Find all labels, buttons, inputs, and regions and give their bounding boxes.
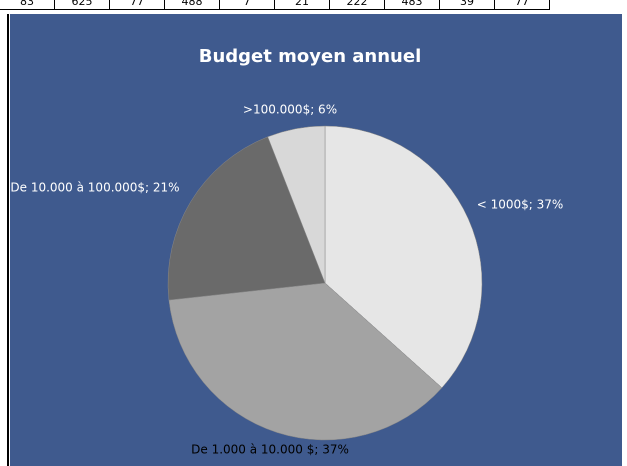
sheet-cell: 39 — [440, 0, 495, 10]
sheet-row: 83 625 77 488 7 21 222 483 39 77 — [0, 0, 550, 10]
sheet-cell: 77 — [495, 0, 550, 10]
data-label: < 1000$; 37% — [477, 198, 564, 212]
sheet-cell: 7 — [220, 0, 275, 10]
pie-slice — [168, 282, 443, 441]
sheet-cell: 77 — [110, 0, 165, 10]
sheet-cell: 483 — [385, 0, 440, 10]
pie-slice — [267, 125, 326, 284]
sheet-cell: 625 — [55, 0, 110, 10]
sheet-cell: 222 — [330, 0, 385, 10]
sheet-cell: 488 — [165, 0, 220, 10]
chart-title: Budget moyen annuel — [199, 46, 422, 67]
pie-slice — [167, 136, 326, 301]
data-label: >100.000$; 6% — [243, 103, 337, 117]
pie-slice — [324, 125, 483, 389]
sheet-cell: 83 — [0, 0, 55, 10]
data-label: De 1.000 à 10.000 $; 37% — [191, 443, 349, 457]
data-label: De 10.000 à 100.000$; 21% — [10, 181, 179, 195]
sheet-cell: 21 — [275, 0, 330, 10]
